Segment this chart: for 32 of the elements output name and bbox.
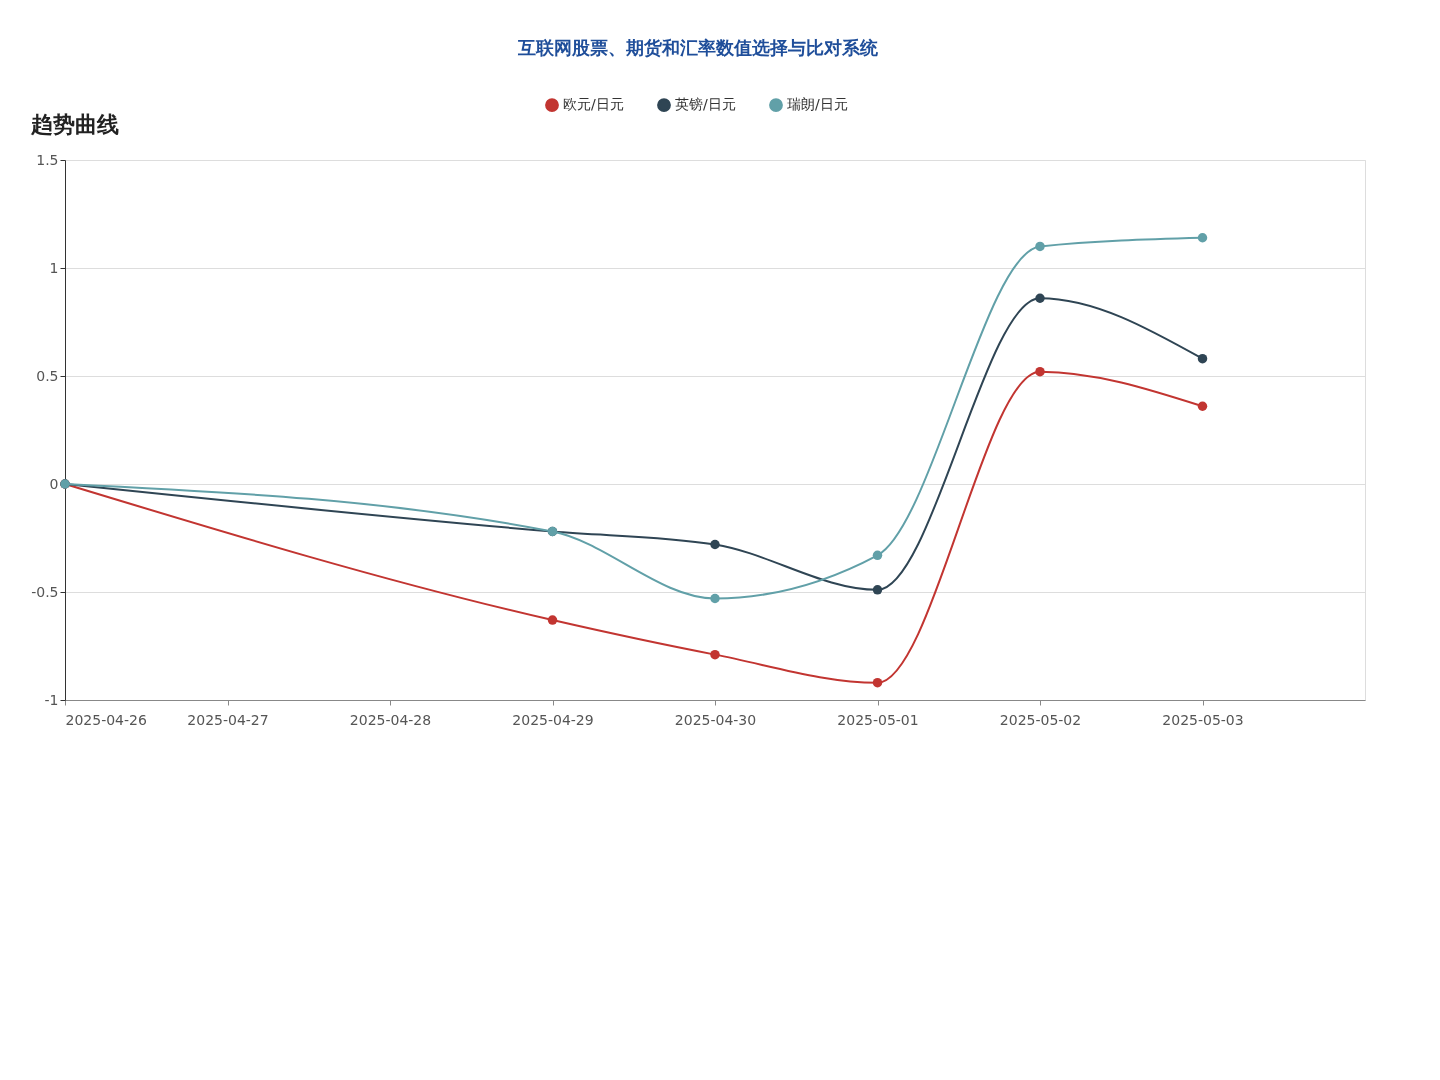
legend-label: 瑞朗/日元: [787, 96, 848, 113]
x-tick-label: 2025-05-01: [837, 711, 919, 728]
point: [547, 615, 558, 625]
y-tick-label: 1.5: [36, 151, 59, 168]
point: [710, 649, 720, 660]
text: 互联网股票、期货和汇率数值选择与比对系统: [516, 37, 879, 58]
point: [1197, 401, 1208, 411]
x-tick-label: 2025-05-03: [1162, 711, 1244, 728]
x-tick-label: 2025-05-02: [999, 711, 1082, 728]
y-tick-label: 0: [49, 475, 59, 492]
point: [872, 677, 883, 688]
point: [1035, 366, 1045, 377]
y-tick-label: 1: [49, 259, 59, 276]
point: [1197, 353, 1208, 364]
legend-label: 欧元/日元: [563, 96, 624, 113]
chart-title: 趋势曲线: [29, 112, 119, 137]
legend-label: 英镑/日元: [675, 96, 736, 113]
point: [710, 539, 720, 550]
x-tick-label: 2025-04-27: [187, 711, 269, 728]
y-tick-label: 0.5: [36, 367, 59, 384]
point: [1035, 241, 1045, 252]
point: [1197, 233, 1208, 243]
y-tick-label: -0.5: [31, 583, 59, 600]
x-tick-label: 2025-04-28: [349, 711, 432, 728]
x-tick-label: 2025-04-29: [512, 711, 594, 728]
point: [872, 585, 883, 595]
x-tick-label: 2025-04-30: [674, 711, 757, 728]
point: [710, 593, 720, 604]
point: [872, 550, 883, 561]
y-tick-label: -1: [44, 691, 59, 708]
point: [1035, 293, 1045, 303]
x-tick-label: 2025-04-26: [65, 711, 147, 728]
